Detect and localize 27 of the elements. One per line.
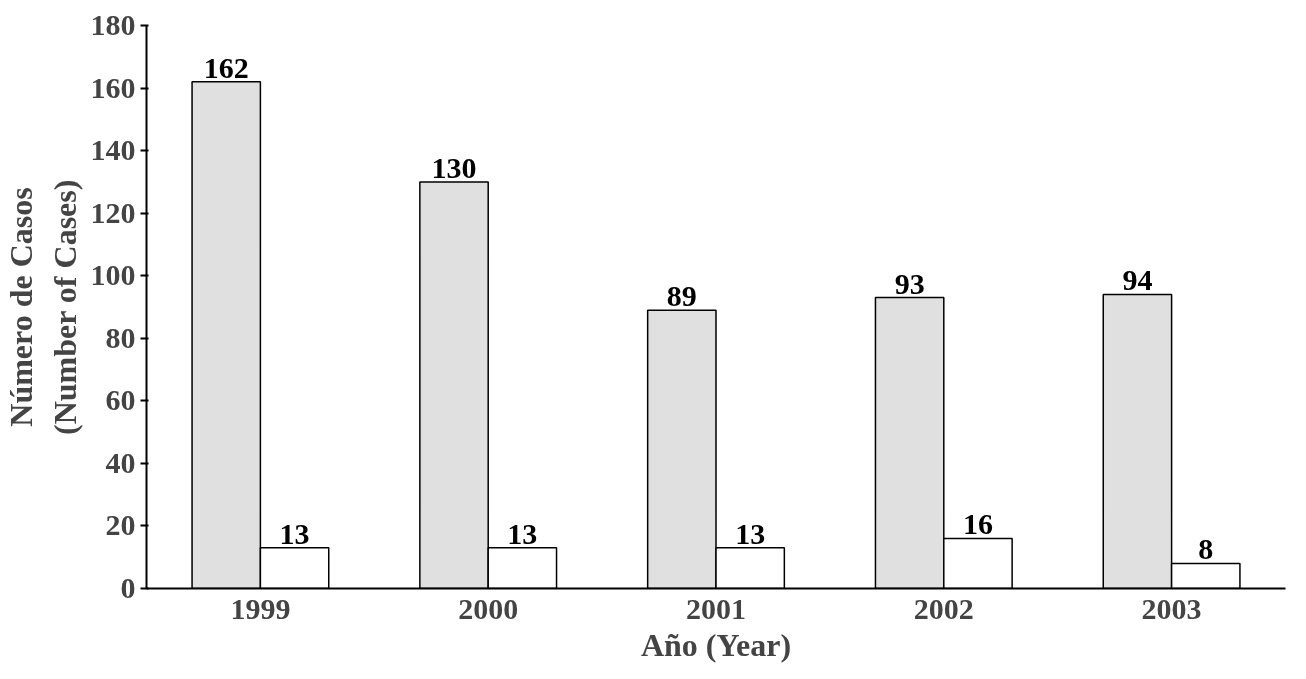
y-tick-label: 160 (90, 70, 136, 104)
data-label: 13 (279, 516, 310, 550)
y-tick-label: 80 (105, 320, 136, 354)
x-tick-label: 2003 (1141, 591, 1202, 625)
data-label: 162 (203, 50, 249, 84)
x-tick-label: 2002 (913, 591, 974, 625)
y-axis-title: Número de Casos (Number of Cases) (3, 179, 83, 435)
data-label: 13 (507, 516, 538, 550)
x-tick-label: 1999 (230, 591, 291, 625)
data-label: 13 (735, 516, 766, 550)
y-tick-label: 20 (105, 508, 136, 542)
y-tick-label: 120 (90, 195, 136, 229)
x-tick-label: 2000 (458, 591, 519, 625)
y-tick-label: 0 (120, 571, 136, 604)
data-label: 130 (431, 150, 477, 184)
y-tick-label: 140 (90, 133, 136, 167)
x-tick-label: 2001 (686, 591, 746, 625)
data-label: 93 (894, 266, 925, 300)
y-tick-label: 60 (105, 383, 136, 417)
y-tick-label: 40 (105, 445, 136, 479)
data-label: 89 (666, 279, 697, 313)
y-tick-label: 180 (90, 8, 136, 41)
data-label: 94 (1122, 263, 1153, 297)
data-label: 8 (1198, 532, 1214, 566)
data-label: 16 (962, 507, 993, 541)
y-tick-label: 100 (90, 258, 136, 292)
x-axis-title: Año (Year) (640, 626, 792, 663)
